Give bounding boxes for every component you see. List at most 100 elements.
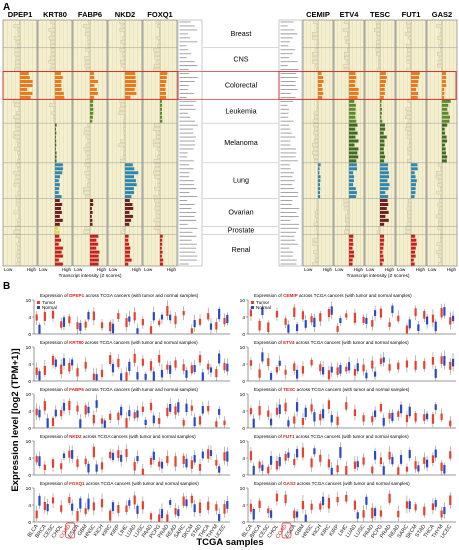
tumor-box [76,459,79,467]
tumor-box [190,495,193,504]
tumor-box [336,496,339,503]
normal-box [169,365,172,374]
tumor-box [198,502,202,513]
expression-bar [17,28,21,32]
normal-box [269,372,273,380]
expression-bar [18,214,21,219]
y-tick-label: 4 [28,456,31,462]
normal-box [313,317,316,328]
tumor-box [336,367,339,375]
expression-bar [125,258,132,262]
normal-box [278,457,281,467]
tumor-box [353,500,357,510]
expression-bar [438,218,443,223]
title-suffix: across TCGA cancers (with tumor and norm… [85,481,200,486]
expression-bar [154,163,161,167]
title-suffix: across TCGA cancers (with tumor and norm… [296,481,411,486]
y-tick-label: 4 [242,409,245,415]
expression-bar [84,60,91,64]
expression-bar [405,127,412,131]
expression-bar [160,99,162,103]
expression-bar [442,131,446,135]
expression-bar [123,131,126,135]
tumor-box [223,452,226,461]
expression-bar [411,163,418,167]
expression-bar [55,79,62,84]
expression-bar [55,72,61,76]
expression-bar [349,242,354,246]
expression-bar [125,191,135,195]
tumor-box [174,315,177,325]
tumor-box [388,451,391,460]
tumor-box [158,514,161,522]
expression-bar [125,250,131,254]
expression-bar [349,159,357,163]
tissue-label: Lung [233,176,249,185]
panel-title: Expression of NKD2 across TCGA cancers (… [40,434,196,439]
expression-bar [158,28,161,32]
tumor-box [141,468,144,475]
expression-bar [436,190,443,195]
expression-bar [119,107,126,111]
expression-bar [125,187,134,191]
normal-box [391,412,394,422]
y-tick-label: 4 [242,362,245,368]
expression-bar [16,222,21,226]
expression-bar [349,195,357,199]
expression-bar [316,40,319,44]
axis-caption-left: Transcript intensity (Z scores) [59,273,122,279]
axis-low-label: Low [4,267,13,272]
tumor-box [345,402,348,410]
expression-bar [153,63,161,68]
expression-bar [156,36,161,40]
expression-bar [86,67,91,72]
expression-bar [125,72,136,76]
y-tick-label: 10 [26,486,32,492]
normal-box [54,359,57,367]
tumor-box [190,405,193,411]
expression-bar [13,210,21,215]
expression-bar [155,202,161,207]
tumor-box [117,412,120,420]
expression-bar [83,131,91,135]
tumor-box [310,503,313,510]
expression-bar [411,83,418,87]
expression-bar [442,72,446,76]
expression-bar [55,195,62,199]
expression-bar [442,115,451,119]
normal-box [373,451,377,460]
expression-bar [318,179,321,183]
normal-box [287,452,290,458]
title-prefix: Expression of [40,340,69,345]
tumor-box [388,322,391,327]
tissue-label: Breast [231,29,252,38]
tumor-box [301,366,305,374]
title-prefix: Expression of [254,434,283,439]
tumor-box [68,316,71,324]
normal-box [193,365,196,373]
expression-bar [87,36,91,40]
normal-box [295,324,299,332]
tumor-box [43,312,46,321]
expression-bar [380,143,385,147]
expression-bar [16,202,21,207]
expression-bar [154,198,161,203]
expression-bar [156,60,161,64]
legend-tumor-label: Tumor [256,300,270,305]
tumor-box [267,410,270,417]
expression-bar [17,246,21,250]
tumor-box [388,493,391,503]
expression-bar [343,63,350,68]
title-gene: GAS2 [283,481,296,486]
expression-bar [349,127,356,131]
tumor-box [174,456,177,467]
tumor-box [149,402,153,411]
tumor-box [198,355,202,363]
expression-bar [380,155,386,159]
tumor-box [319,503,322,510]
normal-box [226,451,229,462]
expression-bar [119,28,126,32]
expression-bar [316,28,319,32]
tumor-box [174,406,177,415]
